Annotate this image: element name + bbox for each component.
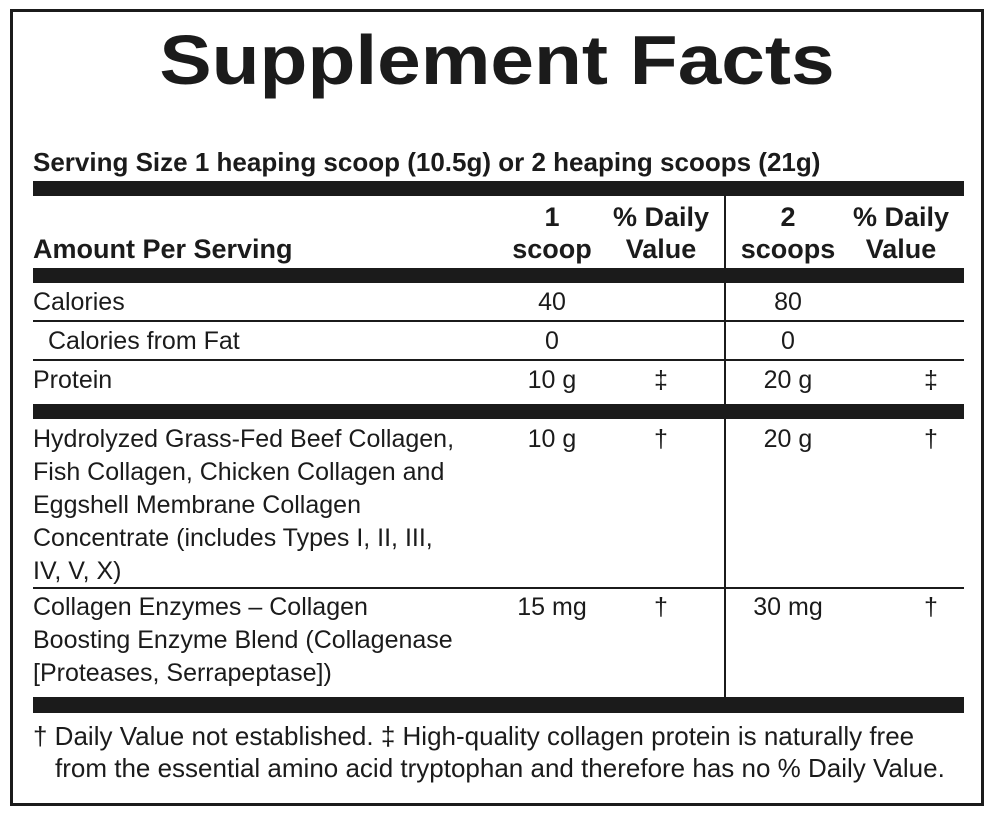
amount-per-serving-label: Amount Per Serving [33, 234, 293, 264]
row-collagen-enzymes-2-scoops-dv: † [924, 593, 938, 621]
serving-size: Serving Size 1 heaping scoop (10.5g) or … [33, 147, 821, 177]
row-collagen-enzymes-2-scoops: 30 mg [753, 593, 823, 621]
column-divider-body [724, 283, 726, 697]
row-calories-2-scoops: 80 [774, 288, 802, 316]
row-divider [33, 320, 964, 322]
col-2-daily-value-line1: % Daily [852, 202, 950, 232]
col-1-scoop-number: 1 [544, 202, 560, 232]
col-2-scoops-unit: scoops [740, 234, 836, 264]
col-1-scoop-unit: scoop [512, 234, 592, 264]
row-collagen-enzymes-1-scoop: 15 mg [517, 593, 587, 621]
row-collagen-blend-1-scoop: 10 g [527, 425, 577, 453]
row-calories-1-scoop: 40 [538, 288, 566, 316]
row-calories-from-fat-2-scoops: 0 [781, 327, 795, 355]
row-protein-1-scoop-dv: ‡ [654, 366, 668, 394]
row-divider [33, 587, 964, 589]
row-protein-2-scoops: 20 g [763, 366, 813, 394]
row-protein-2-scoops-dv: ‡ [924, 366, 938, 394]
divider-thick-bottom [33, 697, 964, 713]
row-collagen-enzymes-1-scoop-dv: † [654, 593, 668, 621]
row-calories-from-fat-name: Calories from Fat [48, 327, 240, 355]
row-collagen-blend-2-scoops-dv: † [924, 425, 938, 453]
col-2-daily-value-line2: Value [865, 234, 937, 264]
panel-title: Supplement Facts [159, 21, 835, 99]
row-collagen-blend-name: Hydrolyzed Grass-Fed Beef Collagen, Fish… [33, 425, 455, 585]
row-collagen-blend-2-scoops: 20 g [763, 425, 813, 453]
row-calories-from-fat-1-scoop: 0 [545, 327, 559, 355]
col-1-daily-value-line2: Value [625, 234, 697, 264]
col-2-scoops-number: 2 [780, 202, 796, 232]
supplement-facts-panel [10, 9, 984, 806]
divider-thick-mid [33, 404, 964, 419]
row-collagen-blend-1-scoop-dv: † [654, 425, 668, 453]
row-protein-name: Protein [33, 366, 113, 394]
footnote-line-2: from the essential amino acid tryptophan… [55, 753, 945, 783]
col-1-daily-value-line1: % Daily [612, 202, 710, 232]
footnote: † Daily Value not established. ‡ High-qu… [33, 720, 973, 784]
row-collagen-enzymes-name: Collagen Enzymes – Collagen Boosting Enz… [33, 593, 453, 687]
row-divider [33, 359, 964, 361]
divider-thick-header [33, 268, 964, 283]
row-calories-name: Calories [33, 288, 125, 316]
row-protein-1-scoop: 10 g [527, 366, 577, 394]
divider-thick-top [33, 181, 964, 196]
footnote-line-1: † Daily Value not established. ‡ High-qu… [33, 721, 915, 751]
column-divider-header [724, 196, 726, 268]
